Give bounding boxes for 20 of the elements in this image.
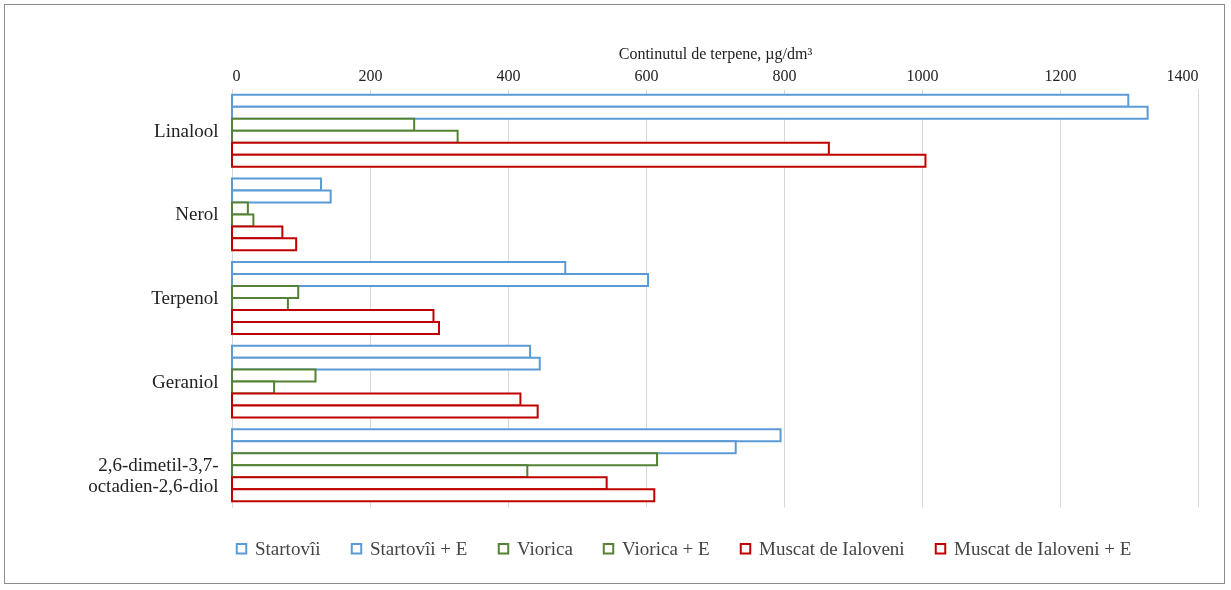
x-axis-title: Continutul de terpene, µg/dm³ (618, 44, 813, 63)
x-tick-label: 1200 (1044, 66, 1077, 84)
legend-label: Muscat de Ialoveni + E (954, 537, 1132, 559)
y-tick-label: Linalool (154, 119, 219, 141)
x-tick-label: 1400 (1166, 66, 1199, 84)
legend-label: Muscat de Ialoveni (759, 537, 905, 559)
y-tick-label: 2,6-dimetil-3,7-octadien-2,6-diol (88, 454, 219, 497)
y-tick-label: Terpenol (151, 287, 219, 308)
legend-label: Startovîi (255, 537, 321, 559)
x-tick-label: 1000 (906, 66, 939, 84)
legend-label: Viorica (517, 537, 574, 559)
y-tick-label: Nerol (175, 203, 219, 225)
legend-label: Viorica + E (622, 537, 710, 559)
x-tick-label: 600 (634, 66, 659, 84)
x-tick-label: 0 (232, 66, 241, 84)
x-tick-label: 400 (496, 66, 521, 84)
y-tick-label: Geraniol (152, 370, 219, 392)
x-tick-label: 200 (358, 66, 383, 84)
x-tick-label: 800 (772, 66, 797, 84)
legend-label: Startovîi + E (370, 537, 468, 559)
